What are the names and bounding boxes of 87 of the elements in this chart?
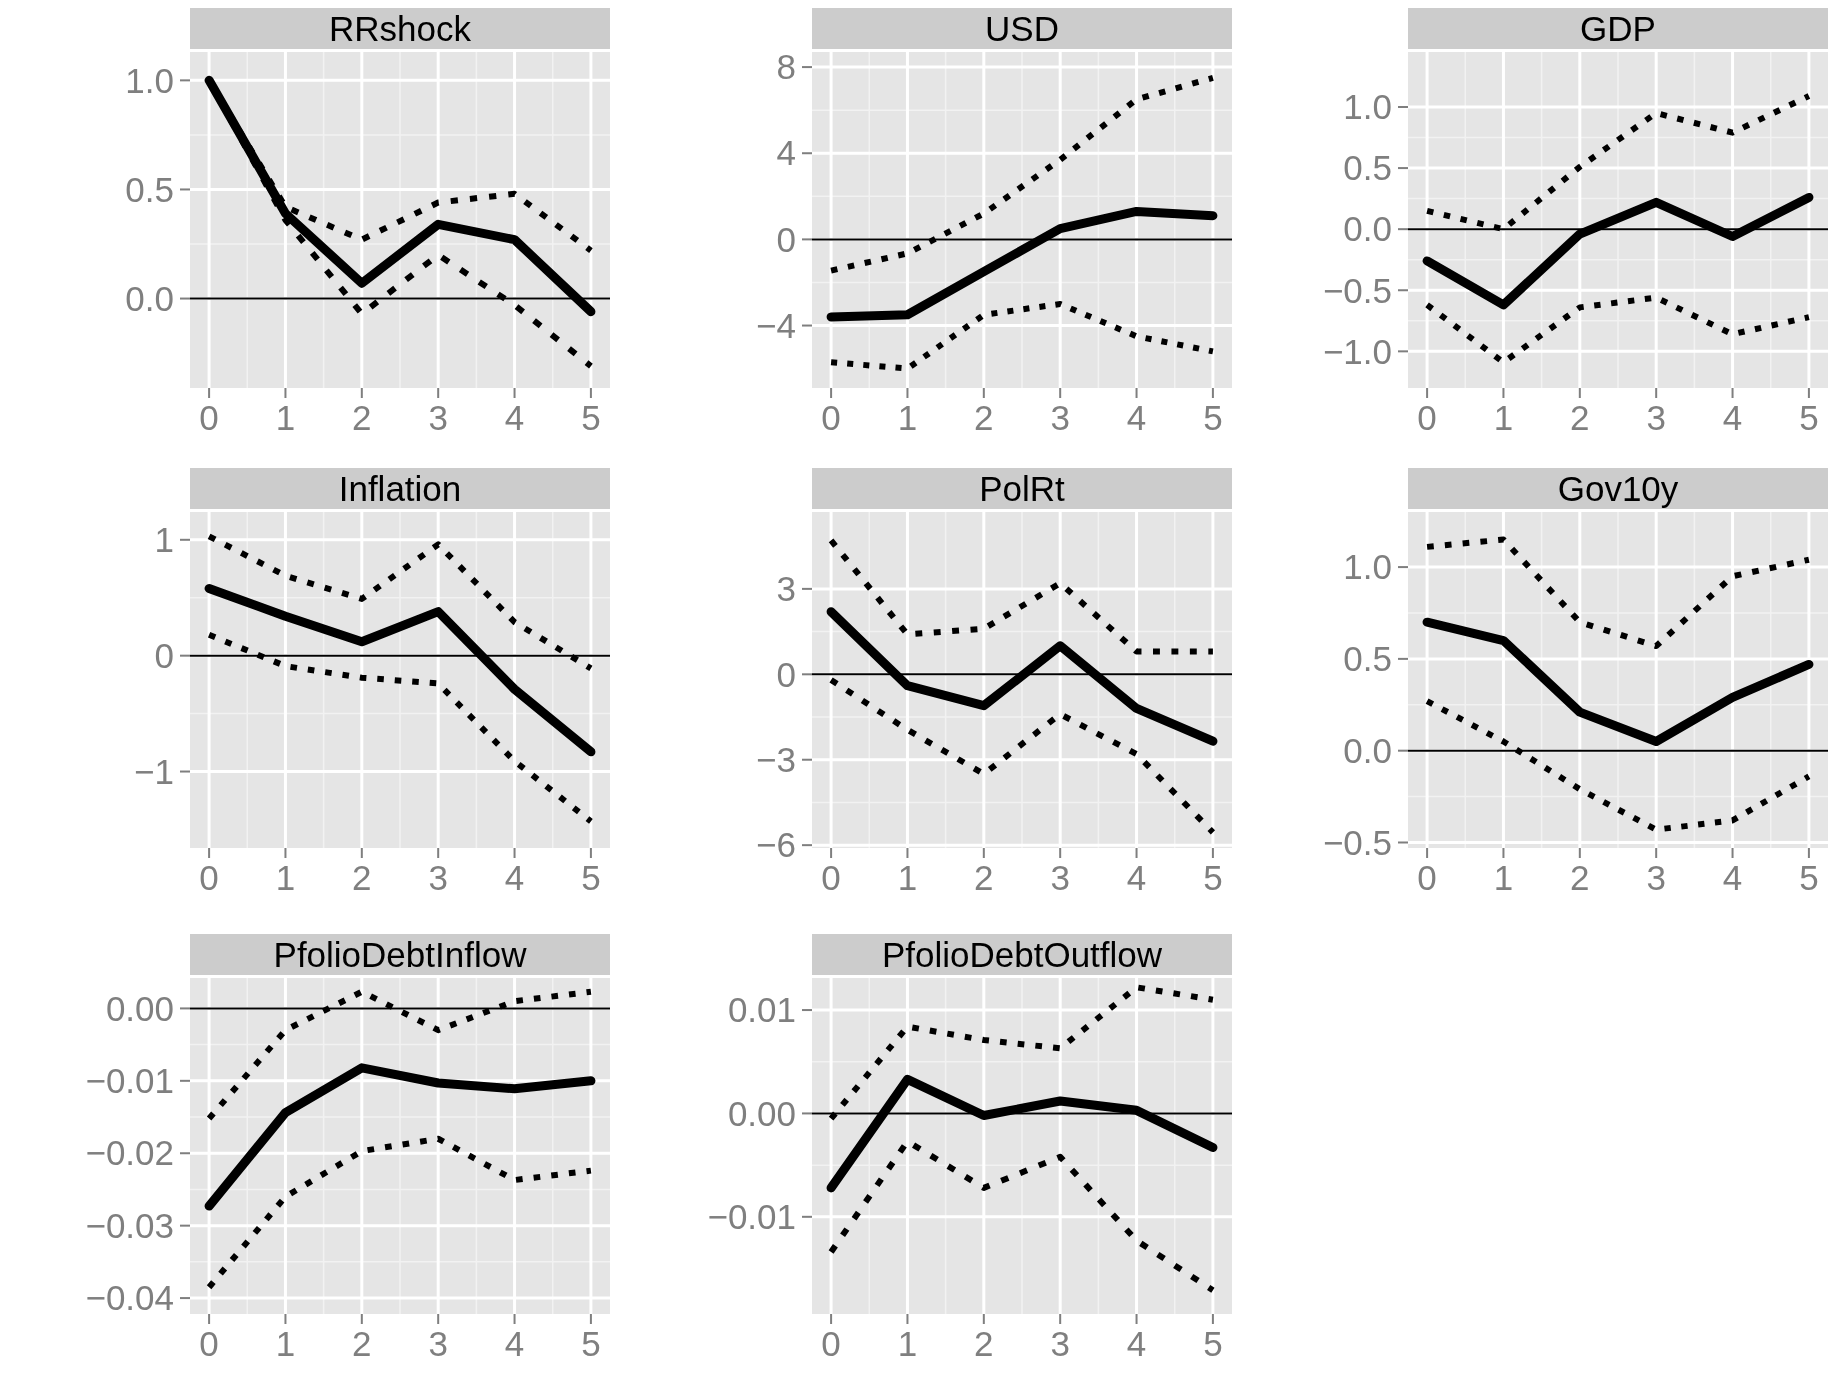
x-tick-label: 0 [199, 398, 219, 437]
y-tick-label: −1 [134, 751, 174, 791]
y-tick-label: −0.01 [707, 1197, 796, 1237]
x-tick-label: 1 [897, 1324, 918, 1363]
x-tick-label: 4 [504, 398, 525, 437]
x-tick-label: 2 [1570, 858, 1590, 897]
y-tick-label: −6 [756, 825, 796, 865]
y-tick-label: −0.03 [85, 1205, 174, 1245]
y-tick-label: 3 [776, 569, 796, 609]
y-tick-label: −0.5 [1322, 822, 1392, 862]
x-tick-label: 0 [821, 1324, 841, 1363]
x-tick-label: 4 [504, 1324, 525, 1363]
chart-title: PfolioDebtOutflow [881, 934, 1163, 974]
x-tick-label: 2 [974, 858, 994, 897]
x-tick-label: 2 [352, 858, 372, 897]
x-tick-label: 2 [974, 1324, 994, 1363]
chart-title: PolRt [979, 468, 1066, 508]
x-tick-label: 0 [1417, 858, 1437, 897]
y-tick-label: 0.5 [1343, 639, 1392, 679]
x-tick-label: 3 [1646, 858, 1666, 897]
y-tick-label: 0 [776, 219, 796, 259]
x-tick-label: 2 [1570, 398, 1590, 437]
x-tick-label: 1 [275, 1324, 296, 1363]
y-tick-label: 1.0 [1343, 87, 1392, 127]
y-tick-label: 0.0 [1343, 730, 1392, 770]
x-tick-label: 4 [1722, 398, 1743, 437]
y-tick-label: 0.00 [727, 1093, 796, 1133]
x-tick-label: 5 [581, 858, 601, 897]
y-tick-label: 0 [776, 654, 796, 694]
y-tick-label: −4 [756, 305, 796, 345]
y-tick-label: −0.04 [85, 1278, 174, 1318]
x-tick-label: 0 [821, 398, 841, 437]
x-tick-label: 5 [1203, 1324, 1223, 1363]
y-tick-label: −0.01 [85, 1061, 174, 1101]
x-tick-label: 3 [1050, 1324, 1070, 1363]
x-tick-label: 1 [1493, 398, 1514, 437]
x-tick-label: 5 [1799, 858, 1819, 897]
x-tick-label: 0 [821, 858, 841, 897]
x-tick-label: 2 [352, 1324, 372, 1363]
y-tick-label: 0.00 [105, 988, 174, 1028]
y-tick-label: −3 [756, 739, 796, 779]
y-tick-label: 0.0 [125, 278, 174, 318]
x-tick-label: 5 [1203, 858, 1223, 897]
x-tick-label: 3 [1646, 398, 1666, 437]
chart-title: RRshock [329, 8, 472, 48]
y-tick-label: 8 [776, 47, 796, 87]
x-tick-label: 3 [428, 858, 448, 897]
x-tick-label: 3 [1050, 398, 1070, 437]
y-tick-label: 1 [154, 520, 174, 560]
x-tick-label: 0 [199, 858, 219, 897]
y-tick-label: −0.02 [85, 1133, 174, 1173]
x-tick-label: 1 [275, 398, 296, 437]
y-tick-label: 0.0 [1343, 209, 1392, 249]
x-tick-label: 5 [1203, 398, 1223, 437]
y-tick-label: 0.01 [727, 990, 796, 1030]
chart-title: GDP [1580, 8, 1656, 48]
x-tick-label: 4 [1722, 858, 1743, 897]
chart-title: USD [985, 8, 1059, 48]
chart-title: Inflation [338, 468, 462, 508]
x-tick-label: 5 [1799, 398, 1819, 437]
y-tick-label: −0.5 [1322, 270, 1392, 310]
x-tick-label: 1 [897, 398, 918, 437]
x-tick-label: 1 [1493, 858, 1514, 897]
chart-title: PfolioDebtInflow [273, 934, 528, 974]
x-tick-label: 3 [1050, 858, 1070, 897]
x-tick-label: 1 [275, 858, 296, 897]
y-tick-label: 0 [154, 635, 174, 675]
x-tick-label: 1 [897, 858, 918, 897]
x-tick-label: 3 [428, 1324, 448, 1363]
x-tick-label: 0 [1417, 398, 1437, 437]
x-tick-label: 4 [1126, 398, 1147, 437]
chart-title: Gov10y [1557, 468, 1679, 508]
y-tick-label: 1.0 [125, 60, 174, 100]
y-tick-label: 4 [776, 133, 796, 173]
x-tick-label: 3 [428, 398, 448, 437]
x-tick-label: 2 [352, 398, 372, 437]
y-tick-label: 1.0 [1343, 547, 1392, 587]
x-tick-label: 5 [581, 398, 601, 437]
x-tick-label: 5 [581, 1324, 601, 1363]
x-tick-label: 0 [199, 1324, 219, 1363]
x-tick-label: 4 [1126, 1324, 1147, 1363]
y-tick-label: −1.0 [1322, 331, 1392, 371]
y-tick-label: 0.5 [1343, 148, 1392, 188]
x-tick-label: 4 [504, 858, 525, 897]
x-tick-label: 4 [1126, 858, 1147, 897]
x-tick-label: 2 [974, 398, 994, 437]
y-tick-label: 0.5 [125, 169, 174, 209]
